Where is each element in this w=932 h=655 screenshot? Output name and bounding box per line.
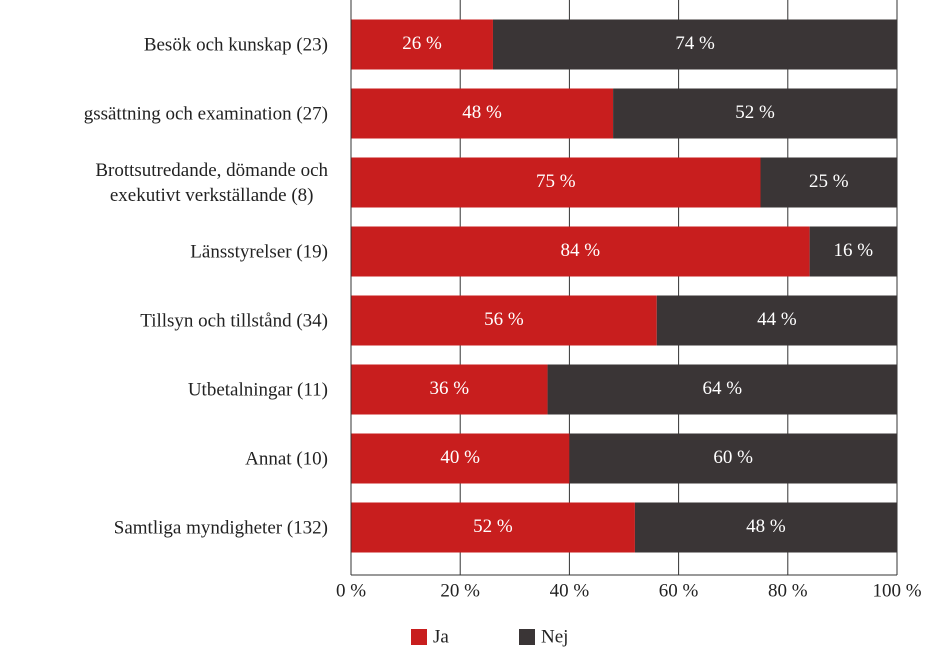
value-label: 26 % xyxy=(402,33,442,54)
value-label: 36 % xyxy=(429,378,469,399)
y-tick-label: gssättning och examination (27) xyxy=(83,103,328,124)
bar-segment xyxy=(351,19,493,70)
y-tick-label: Länsstyrelser (19) xyxy=(190,241,328,262)
bar-segment xyxy=(351,88,614,139)
value-label: 40 % xyxy=(440,447,480,468)
value-label: 60 % xyxy=(713,447,753,468)
bar-segment xyxy=(351,433,570,484)
value-label: 64 % xyxy=(702,378,742,399)
bar-segment xyxy=(569,433,897,484)
x-tick-label: 40 % xyxy=(550,580,590,601)
value-label: 74 % xyxy=(675,33,715,54)
value-label: 16 % xyxy=(834,240,874,261)
x-tick-label: 0 % xyxy=(336,580,366,601)
x-tick-label: 80 % xyxy=(768,580,808,601)
legend-label: Nej xyxy=(541,626,568,647)
value-label: 84 % xyxy=(561,240,601,261)
bar-segment xyxy=(351,502,635,553)
y-tick-label: Samtliga myndigheter (132) xyxy=(113,517,328,538)
bar-segment xyxy=(613,88,897,139)
value-label: 56 % xyxy=(484,309,524,330)
value-label: 52 % xyxy=(735,102,775,123)
bar-segment xyxy=(351,364,548,415)
value-label: 44 % xyxy=(757,309,797,330)
y-tick-label: Tillsyn och tillstånd (34) xyxy=(140,310,328,331)
y-tick-label: Utbetalningar (11) xyxy=(187,379,328,400)
y-tick-label: Besök och kunskap (23) xyxy=(143,34,328,55)
x-tick-label: 60 % xyxy=(659,580,699,601)
value-label: 25 % xyxy=(809,171,849,192)
value-label: 52 % xyxy=(473,516,513,537)
bar-segment xyxy=(547,364,897,415)
bar-segment xyxy=(351,295,657,346)
bar-segment xyxy=(351,157,761,208)
bar-segment xyxy=(351,226,810,277)
bar-segment xyxy=(760,157,897,208)
legend-label: Ja xyxy=(433,626,449,647)
bar-segment xyxy=(634,502,897,553)
bar-segment xyxy=(809,226,897,277)
bar-segment xyxy=(656,295,897,346)
x-tick-label: 100 % xyxy=(872,580,921,601)
y-tick-label: Annat (10) xyxy=(245,448,328,469)
value-label: 48 % xyxy=(462,102,502,123)
bar-segment xyxy=(492,19,897,70)
legend-swatch xyxy=(519,629,535,645)
y-tick-label: Brottsutredande, dömande och exekutivt v… xyxy=(95,159,328,206)
value-label: 48 % xyxy=(746,516,786,537)
value-label: 75 % xyxy=(536,171,576,192)
legend-swatch xyxy=(411,629,427,645)
x-tick-label: 20 % xyxy=(440,580,480,601)
